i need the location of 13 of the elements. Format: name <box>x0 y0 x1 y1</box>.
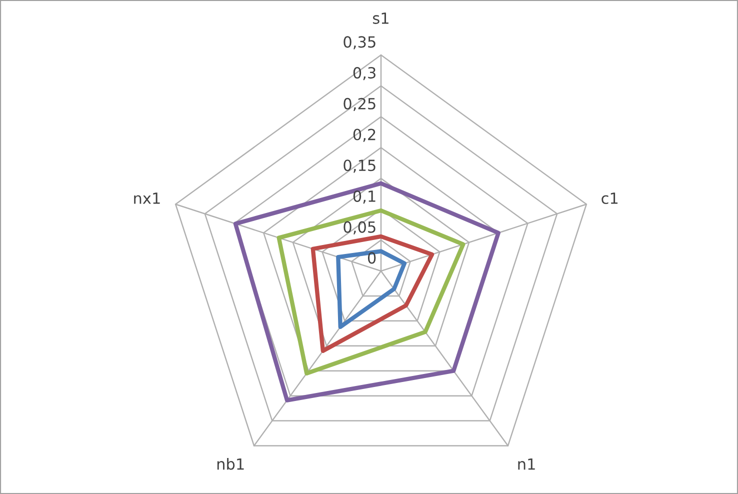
y-tick-label: 0,15 <box>344 160 376 173</box>
y-tick-label: 0,2 <box>353 128 376 142</box>
y-tick-label: 0,35 <box>344 36 376 50</box>
y-tick-label: 0,3 <box>353 67 376 80</box>
y-tick-label: 0,05 <box>344 221 376 234</box>
spoke-label: s1 <box>372 12 388 24</box>
y-tick-label: 0 <box>368 252 376 264</box>
spoke-label: nb1 <box>217 458 244 470</box>
y-tick-label: 0,25 <box>344 98 376 111</box>
spoke-label: nx1 <box>134 192 160 204</box>
spoke-label: n1 <box>518 458 535 470</box>
y-tick-label: 0,1 <box>353 190 376 204</box>
spoke-label: c1 <box>602 192 618 204</box>
